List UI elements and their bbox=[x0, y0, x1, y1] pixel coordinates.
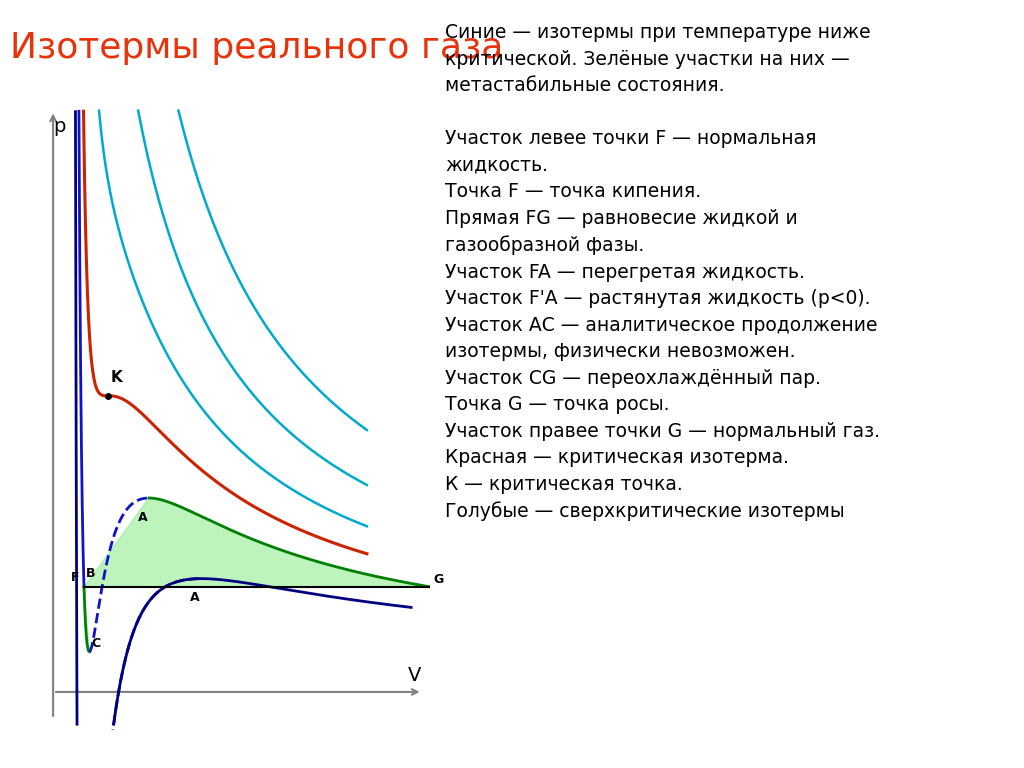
Text: p: p bbox=[53, 118, 66, 136]
Text: Изотермы реального газа: Изотермы реального газа bbox=[10, 31, 504, 65]
Text: K: K bbox=[111, 370, 123, 386]
Polygon shape bbox=[84, 498, 431, 587]
Text: G: G bbox=[433, 573, 443, 586]
Text: Синие — изотермы при температуре ниже
критической. Зелёные участки на них —
мета: Синие — изотермы при температуре ниже кр… bbox=[445, 23, 881, 521]
Text: A: A bbox=[189, 591, 200, 604]
Text: F: F bbox=[71, 571, 80, 584]
Text: B: B bbox=[86, 568, 95, 581]
Text: V: V bbox=[409, 667, 422, 685]
Text: A: A bbox=[137, 511, 147, 524]
Polygon shape bbox=[84, 587, 89, 652]
Text: C: C bbox=[91, 637, 100, 650]
